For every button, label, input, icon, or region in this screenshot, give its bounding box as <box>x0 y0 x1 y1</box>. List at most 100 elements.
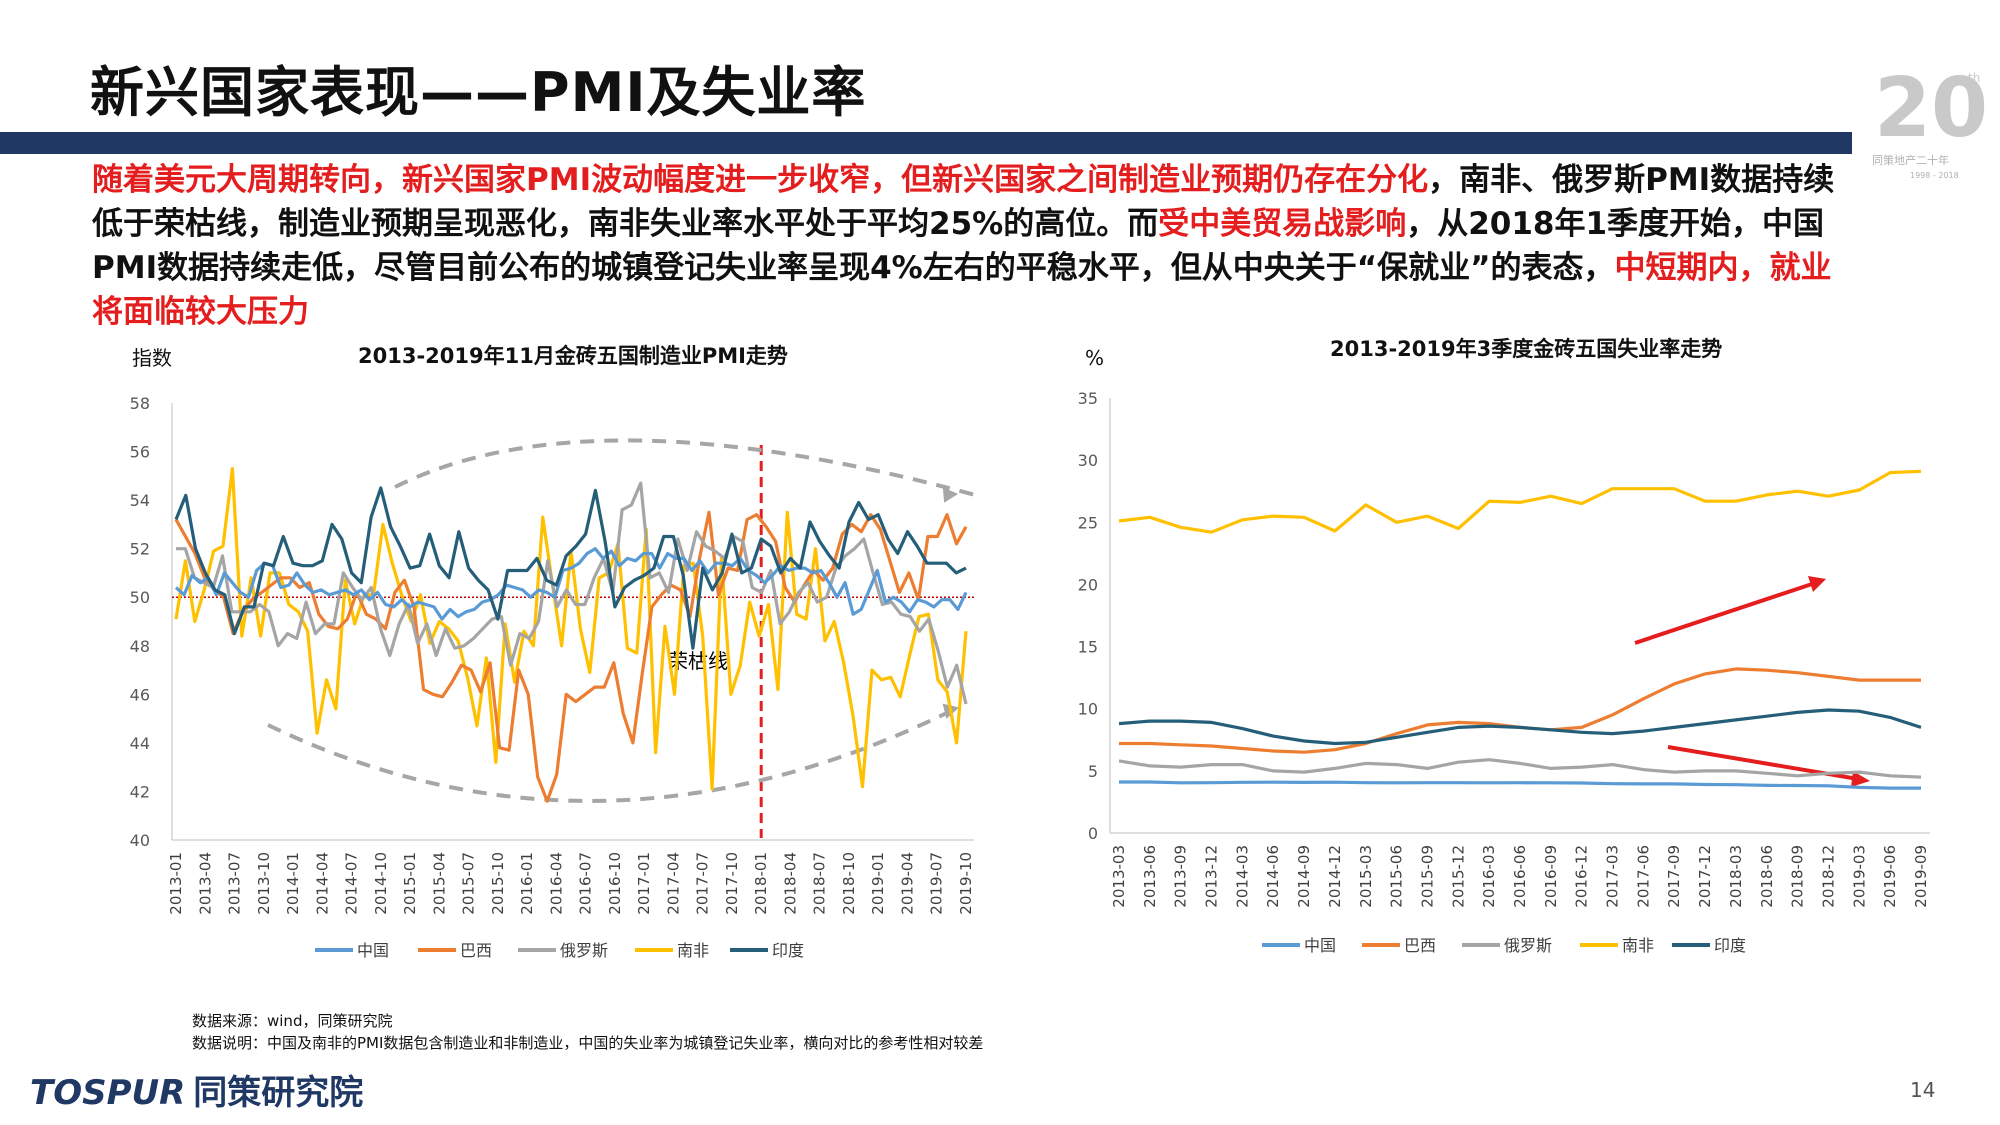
pmi-x-tick-label: 2014-10 <box>372 852 390 915</box>
pmi-x-tick-label: 2016-07 <box>577 852 595 915</box>
pmi-x-tick-label: 2013-01 <box>167 852 185 915</box>
page-number: 14 <box>1910 1078 1936 1102</box>
unemp-y-tick-label: 35 <box>1078 389 1098 408</box>
unemp-x-tick-label: 2018-06 <box>1758 845 1776 908</box>
pmi-x-tick-label: 2015-07 <box>460 852 478 915</box>
pmi-y-tick-label: 48 <box>130 637 150 656</box>
brand-cn: 同策研究院 <box>193 1073 364 1113</box>
unemp-x-tick-label: 2019-06 <box>1881 845 1899 908</box>
intro-segment: ，从2018年1季度开始，中国PMI数据持续走低，尽管目前公布的城镇登记失业率呈… <box>92 206 1825 286</box>
pmi-upper-trend-arrowhead <box>942 487 959 503</box>
pmi-x-tick-label: 2018-01 <box>752 852 770 915</box>
unemp-series-line-俄罗斯 <box>1118 758 1922 779</box>
pmi-upper-trend-arc <box>394 438 976 497</box>
unemp-x-tick-label: 2018-09 <box>1789 845 1807 908</box>
unemp-x-tick-label: 2015-12 <box>1449 845 1467 908</box>
brand-logo: TOSPUR 同策研究院 <box>30 1065 363 1114</box>
pmi-y-tick-label: 50 <box>130 588 150 607</box>
unemp-x-tick-label: 2018-12 <box>1819 845 1837 908</box>
pmi-legend-label: 俄罗斯 <box>560 941 608 960</box>
pmi-series-line-印度 <box>174 486 967 650</box>
pmi-series-line-中国 <box>174 547 968 621</box>
unemp-x-tick-label: 2016-09 <box>1542 845 1560 908</box>
unemp-x-tick-label: 2013-12 <box>1203 845 1221 908</box>
pmi-y-tick-label: 54 <box>130 491 150 510</box>
pmi-x-tick-label: 2017-01 <box>635 852 653 915</box>
note-line: 数据说明：中国及南非的PMI数据包含制造业和非制造业，中国的失业率为城镇登记失业… <box>192 1034 984 1052</box>
unemp-up-arrowhead <box>1808 576 1826 592</box>
pmi-lower-trend-arc <box>267 706 958 803</box>
unemp-series-line-巴西 <box>1119 667 1921 754</box>
unemp-x-tick-label: 2016-06 <box>1511 845 1529 908</box>
unemp-y-tick-label: 30 <box>1078 451 1098 470</box>
pmi-x-tick-label: 2015-10 <box>489 852 507 915</box>
pmi-y-tick-label: 56 <box>130 443 150 462</box>
pmi-legend-label: 中国 <box>357 941 389 960</box>
unemp-x-tick-label: 2015-09 <box>1418 845 1436 908</box>
anniversary-logo: 20 th 同策地产二十年 1998 - 2018 <box>1872 61 1988 180</box>
unemp-up-arrow-line <box>1634 581 1816 645</box>
unemp-x-tick-label: 2016-12 <box>1573 845 1591 908</box>
unemp-x-tick-label: 2017-06 <box>1634 845 1652 908</box>
unemp-legend-label: 俄罗斯 <box>1504 936 1552 955</box>
pmi-y-tick-label: 40 <box>130 831 150 850</box>
logo-number: 20 <box>1874 61 1988 156</box>
pmi-y-unit: 指数 <box>132 346 172 370</box>
unemp-down-arrowhead <box>1851 771 1870 787</box>
unemp-x-tick-label: 2014-06 <box>1264 845 1282 908</box>
pmi-x-tick-label: 2019-07 <box>928 852 946 915</box>
pmi-y-tick-label: 44 <box>130 734 150 753</box>
unemployment-y-unit: % <box>1085 346 1105 370</box>
unemp-x-tick-label: 2015-06 <box>1388 845 1406 908</box>
unemp-x-tick-label: 2014-03 <box>1233 845 1251 908</box>
pmi-x-tick-label: 2018-07 <box>811 852 829 915</box>
pmi-x-tick-label: 2019-10 <box>957 852 975 915</box>
pmi-x-tick-label: 2017-07 <box>694 852 712 915</box>
pmi-x-tick-label: 2013-04 <box>196 852 214 915</box>
unemp-series-line-中国 <box>1119 780 1921 790</box>
pmi-x-tick-label: 2015-04 <box>430 852 448 915</box>
unemp-x-tick-label: 2013-03 <box>1110 845 1128 908</box>
source-notes: 数据来源：wind，同策研究院 数据说明：中国及南非的PMI数据包含制造业和非制… <box>192 1010 983 1054</box>
unemp-x-tick-label: 2017-03 <box>1604 845 1622 908</box>
unemp-y-tick-label: 15 <box>1078 638 1098 657</box>
unemp-x-tick-label: 2014-12 <box>1326 845 1344 908</box>
unemp-x-tick-label: 2017-12 <box>1696 845 1714 908</box>
pmi-x-tick-label: 2017-04 <box>664 852 682 915</box>
pmi-legend-label: 巴西 <box>460 941 492 960</box>
pmi-x-tick-label: 2019-04 <box>898 852 916 915</box>
unemp-series-line-南非 <box>1118 469 1922 534</box>
pmi-x-tick-label: 2013-07 <box>226 852 244 915</box>
unemp-y-tick-label: 5 <box>1088 762 1098 781</box>
pmi-series-line-南非 <box>174 467 968 791</box>
pmi-x-tick-label: 2014-01 <box>284 852 302 915</box>
pmi-y-tick-label: 42 <box>130 782 150 801</box>
pmi-x-tick-label: 2014-07 <box>343 852 361 915</box>
unemp-x-tick-label: 2018-03 <box>1727 845 1745 908</box>
unemp-y-tick-label: 20 <box>1078 575 1098 594</box>
logo-sup: th <box>1968 71 1980 85</box>
brand-en: TOSPUR <box>30 1073 186 1113</box>
unemp-y-tick-label: 0 <box>1088 824 1098 843</box>
logo-caption: 同策地产二十年 <box>1872 153 1949 167</box>
unemp-y-tick-label: 10 <box>1078 700 1098 719</box>
unemp-series-line-印度 <box>1118 708 1922 746</box>
pmi-x-tick-label: 2019-01 <box>869 852 887 915</box>
unemp-x-tick-label: 2019-09 <box>1912 845 1930 908</box>
pmi-legend-label: 南非 <box>677 941 709 960</box>
pmi-x-tick-label: 2016-10 <box>606 852 624 915</box>
unemp-legend-label: 中国 <box>1304 936 1336 955</box>
unemp-x-tick-label: 2016-03 <box>1480 845 1498 908</box>
pmi-legend-label: 印度 <box>772 941 804 960</box>
unemp-x-tick-label: 2014-09 <box>1295 845 1313 908</box>
title-bar <box>0 132 1852 154</box>
unemp-legend-label: 巴西 <box>1404 936 1436 955</box>
pmi-x-tick-label: 2018-10 <box>840 852 858 915</box>
pmi-x-tick-label: 2013-10 <box>255 852 273 915</box>
logo-years: 1998 - 2018 <box>1910 171 1959 180</box>
intro-segment: 随着美元大周期转向，新兴国家PMI波动幅度进一步收窄，但新兴国家之间制造业预期仍… <box>92 162 1429 198</box>
intro-segment: 中短期内，就业将面临较大压力 <box>92 250 1832 330</box>
unemp-x-tick-label: 2015-03 <box>1357 845 1375 908</box>
pmi-series-line-俄罗斯 <box>176 481 968 705</box>
pmi-x-tick-label: 2016-04 <box>547 852 565 915</box>
